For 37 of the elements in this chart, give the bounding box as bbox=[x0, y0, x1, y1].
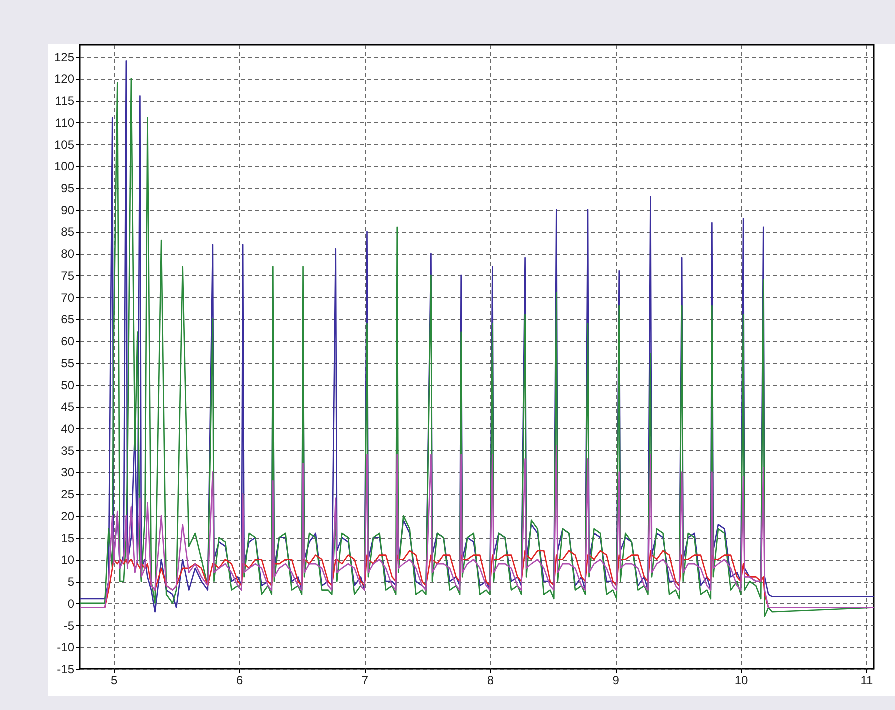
y-tick-label: 15 bbox=[61, 531, 75, 546]
y-tick-label: -5 bbox=[64, 618, 75, 633]
y-tick-label: 125 bbox=[54, 50, 75, 64]
y-tick-label: 35 bbox=[61, 444, 75, 458]
x-tick-label: 5 bbox=[111, 674, 118, 688]
x-tick-label: 9 bbox=[612, 674, 620, 688]
y-tick-label: 45 bbox=[61, 400, 75, 414]
y-tick-label: 20 bbox=[61, 509, 75, 524]
y-tick-label: 70 bbox=[61, 290, 75, 305]
x-tick-label: 10 bbox=[734, 674, 749, 688]
x-tick-label: 11 bbox=[860, 674, 874, 688]
y-tick-label: 110 bbox=[55, 116, 75, 130]
y-tick-label: 65 bbox=[61, 312, 75, 327]
y-tick-label: 95 bbox=[61, 181, 75, 196]
y-tick-label: -10 bbox=[57, 640, 75, 655]
y-tick-label: 50 bbox=[61, 378, 75, 392]
y-tick-label: 75 bbox=[61, 268, 75, 283]
y-tick-label: -15 bbox=[57, 662, 75, 676]
y-tick-label: 120 bbox=[54, 72, 75, 86]
y-tick-label: 0 bbox=[68, 596, 75, 611]
y-tick-label: 30 bbox=[61, 466, 75, 480]
y-tick-label: 100 bbox=[54, 160, 75, 174]
x-tick-label: 6 bbox=[236, 674, 244, 688]
y-tick-label: 55 bbox=[61, 356, 75, 370]
y-tick-label: 105 bbox=[54, 138, 75, 152]
y-tick-label: 115 bbox=[55, 94, 75, 108]
y-tick-label: 40 bbox=[61, 422, 75, 436]
y-tick-label: 60 bbox=[61, 334, 75, 349]
y-tick-label: 25 bbox=[61, 488, 75, 502]
y-tick-label: 90 bbox=[61, 203, 75, 218]
y-tick-label: 85 bbox=[61, 225, 75, 240]
x-tick-label: 7 bbox=[362, 674, 369, 688]
y-tick-label: 80 bbox=[61, 247, 75, 262]
line-series bbox=[80, 445, 874, 608]
x-tick-label: 8 bbox=[487, 674, 494, 688]
y-tick-label: 5 bbox=[68, 575, 75, 590]
y-tick-label: 10 bbox=[61, 553, 75, 568]
